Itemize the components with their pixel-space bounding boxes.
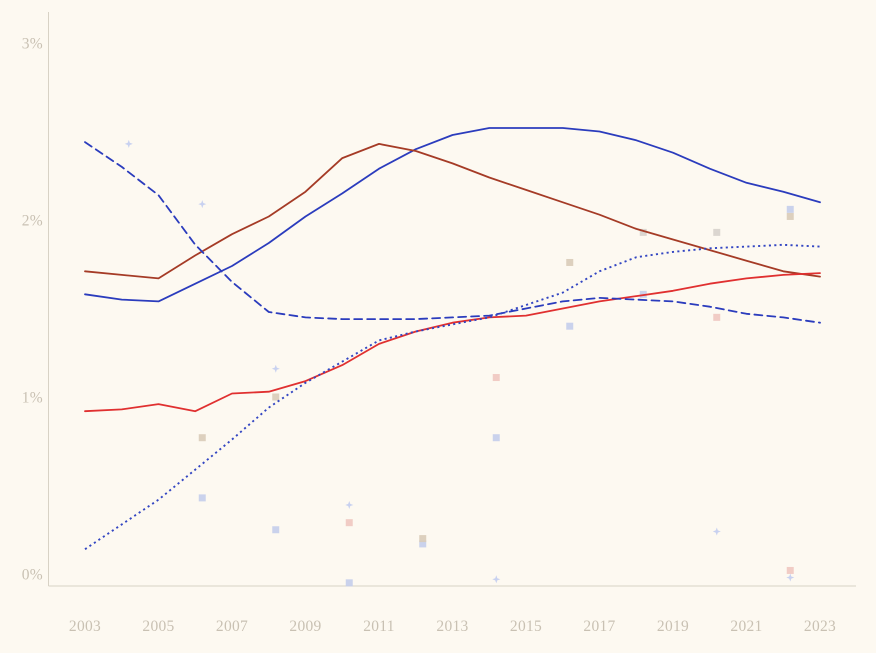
data-lines: [84, 127, 821, 550]
y-tick-label: 0%: [22, 567, 43, 584]
x-tick-label: 2007: [216, 618, 248, 635]
chart-axes: [48, 12, 856, 587]
faint-tan-squares-point: [419, 535, 427, 543]
faint-blue-stars-point: [786, 573, 795, 582]
blue-solid-line: [84, 127, 821, 303]
x-tick-label: 2023: [804, 618, 836, 635]
faint-blue-squares-point: [566, 322, 574, 330]
y-tick-label: 1%: [22, 390, 43, 407]
blue-dotted-line: [84, 243, 821, 550]
faint-blue-stars-point: [345, 501, 354, 509]
faint-gray-squares-point: [639, 228, 647, 236]
faint-blue-squares-point: [272, 526, 280, 534]
x-axis-labels: 2003 2005 2007 2009 2011 2013 2015 2017 2019 2021…: [69, 618, 836, 635]
red-solid-line: [84, 272, 821, 413]
faint-blue-stars-point: [271, 364, 280, 373]
faint-blue-stars-point: [124, 139, 133, 148]
x-tick-label: 2017: [583, 618, 615, 635]
faint-pink-squares-point: [713, 313, 721, 321]
faint-blue-stars-point: [492, 575, 501, 584]
faint-blue-stars-point: [198, 200, 207, 209]
x-tick-label: 2019: [657, 618, 689, 635]
faint-tan-squares: [198, 212, 794, 543]
faint-tan-squares-point: [786, 212, 794, 220]
faint-blue-squares: [198, 205, 794, 587]
brown-solid-line: [84, 142, 821, 280]
faint-tan-squares-point: [272, 393, 280, 401]
x-tick-label: 2003: [69, 618, 101, 635]
faint-blue-stars: [124, 139, 795, 584]
y-tick-label: 2%: [22, 213, 43, 230]
faint-pink-squares: [345, 313, 794, 574]
faint-gray-squares: [639, 228, 721, 236]
blue-dashed-line: [84, 141, 821, 324]
faint-blue-stars-point: [712, 527, 721, 536]
x-tick-label: 2005: [142, 618, 174, 635]
x-tick-label: 2015: [510, 618, 542, 635]
faint-pink-squares-point: [492, 374, 500, 382]
x-tick-label: 2011: [363, 618, 395, 635]
faint-pink-squares-point: [786, 566, 794, 574]
faint-blue-squares-point: [786, 205, 794, 213]
faint-blue-squares-point: [345, 579, 353, 587]
x-tick-label: 2013: [436, 618, 468, 635]
x-tick-label: 2021: [730, 618, 762, 635]
faint-pink-squares-point: [345, 519, 353, 527]
faint-blue-squares-point: [419, 540, 427, 548]
faint-blue-squares-point: [198, 494, 206, 502]
y-tick-label: 3%: [22, 36, 43, 53]
faint-gray-squares-point: [713, 228, 721, 236]
faint-tan-squares-point: [198, 434, 206, 442]
x-tick-label: 2009: [289, 618, 321, 635]
faint-blue-squares-point: [492, 434, 500, 442]
scatter-markers: [124, 139, 795, 587]
y-axis-labels: 0% 1% 2% 3%: [22, 36, 43, 584]
faint-tan-squares-point: [566, 258, 574, 266]
